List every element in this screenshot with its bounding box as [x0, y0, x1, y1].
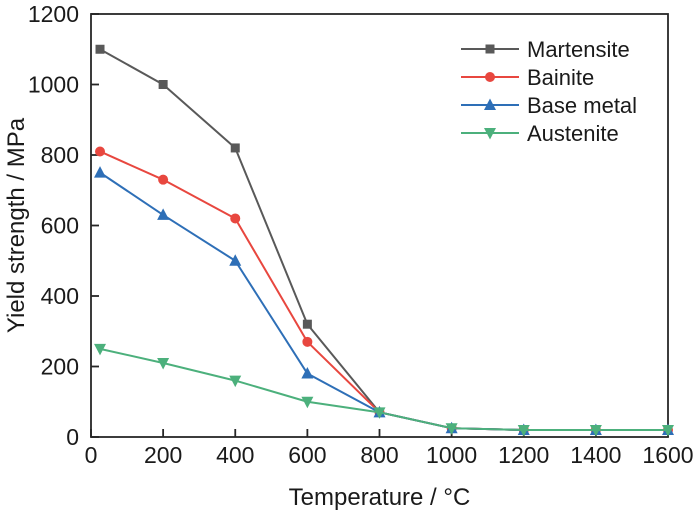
y-tick-label: 600 [41, 213, 79, 239]
data-point-marker-austenite [301, 396, 314, 409]
data-point-marker-martensite [158, 80, 168, 89]
legend-item-bainite: Bainite [461, 65, 594, 90]
series-line-austenite [99, 347, 668, 431]
y-tick-label: 1000 [28, 72, 79, 98]
y-tick-label: 800 [41, 142, 79, 168]
legend-item-martensite: Martensite [461, 37, 630, 62]
series-line-base-metal [99, 171, 668, 431]
x-tick-label: 1000 [426, 442, 477, 468]
x-tick-label: 600 [288, 442, 326, 468]
legend-marker-martensite [485, 44, 495, 54]
y-tick-label: 200 [41, 354, 79, 380]
legend-item-base-metal: Base metal [461, 93, 637, 118]
x-tick-label: 1600 [642, 442, 693, 468]
data-point-marker-bainite [158, 174, 169, 185]
x-axis-label: Temperature / °C [289, 484, 471, 511]
data-point-marker-base-metal [157, 208, 170, 220]
x-tick-label: 800 [360, 442, 398, 468]
series-base-metal [94, 166, 674, 435]
data-point-marker-martensite [95, 44, 105, 54]
x-tick-label: 1200 [498, 442, 549, 468]
legend-marker-base-metal [484, 98, 496, 110]
data-point-marker-base-metal [301, 367, 314, 379]
data-point-marker-martensite [302, 319, 312, 329]
y-tick-label: 1200 [28, 1, 79, 27]
series-austenite [94, 343, 674, 437]
series-bainite [95, 146, 673, 435]
data-point-marker-austenite [157, 357, 170, 370]
data-point-marker-austenite [229, 375, 242, 388]
series-line-bainite [99, 150, 668, 431]
y-tick-label: 0 [66, 424, 79, 450]
data-point-marker-austenite [445, 423, 458, 435]
data-point-marker-bainite [95, 146, 106, 157]
data-point-marker-bainite [302, 336, 313, 347]
data-point-marker-base-metal [229, 254, 242, 266]
data-point-marker-austenite [373, 407, 386, 419]
data-point-marker-austenite [94, 343, 107, 356]
data-point-marker-base-metal [94, 166, 107, 178]
data-point-marker-bainite [230, 213, 241, 224]
data-point-marker-austenite [589, 424, 602, 437]
plot-border [90, 13, 669, 438]
data-point-marker-austenite [517, 424, 530, 437]
legend-label-martensite: Martensite [527, 37, 630, 62]
legend-item-austenite: Austenite [461, 121, 619, 146]
x-tick-label: 200 [144, 442, 182, 468]
legend-label-base-metal: Base metal [527, 93, 637, 118]
x-tick-label: 0 [85, 442, 98, 468]
legend-marker-bainite [485, 72, 495, 82]
x-tick-label: 1400 [570, 442, 621, 468]
legend-marker-austenite [484, 128, 496, 140]
data-point-marker-martensite [230, 143, 240, 153]
x-tick-label: 400 [216, 442, 254, 468]
data-point-marker-austenite [662, 424, 674, 437]
legend: Martensite Bainite Base metal Austenite [461, 37, 637, 146]
legend-label-bainite: Bainite [527, 65, 594, 90]
y-tick-label: 400 [41, 283, 79, 309]
y-axis-label: Yield strength / MPa [3, 117, 30, 333]
legend-label-austenite: Austenite [527, 121, 619, 146]
